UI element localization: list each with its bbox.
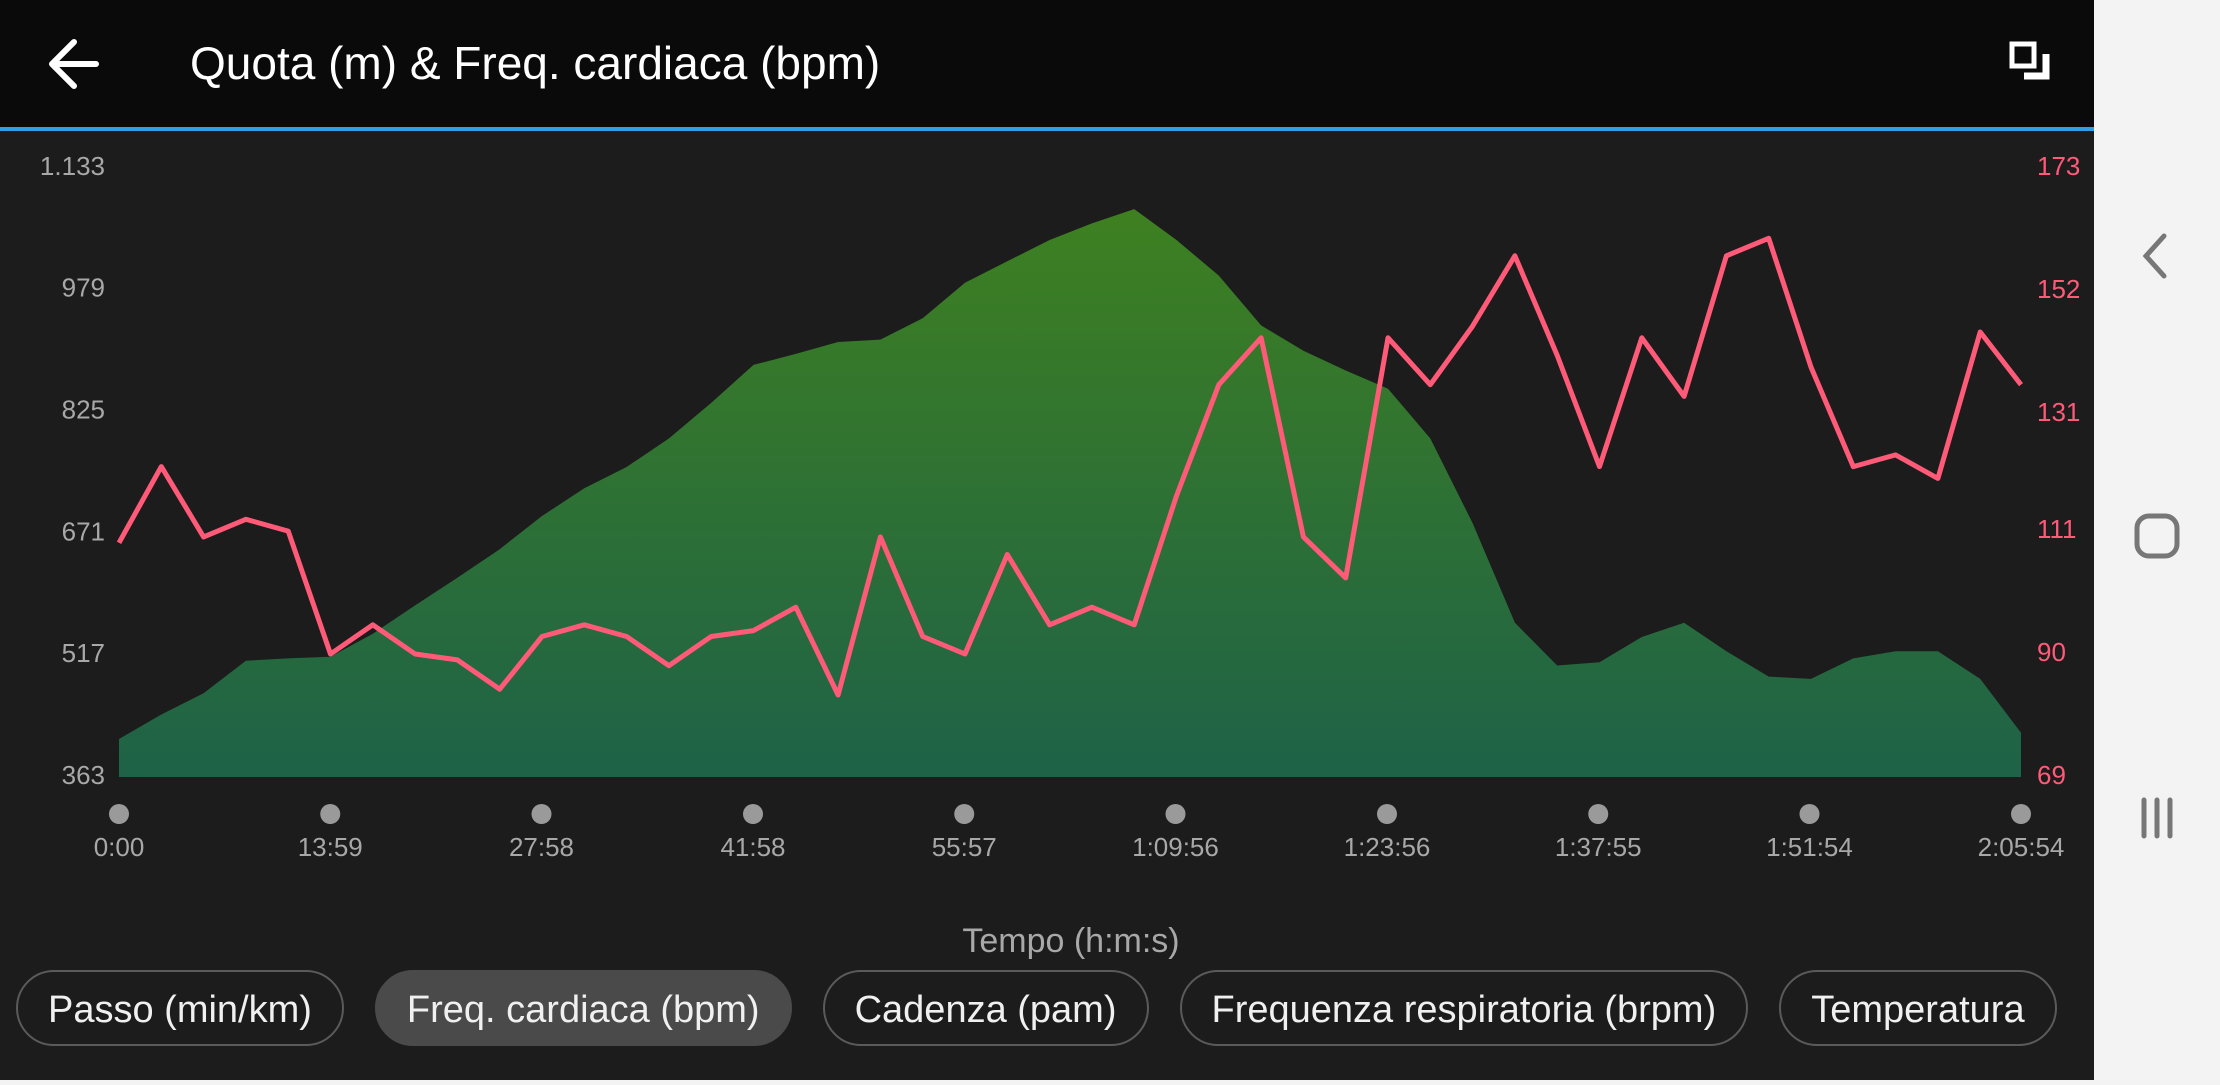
y2-tick-label: 131 bbox=[2037, 397, 2080, 427]
x-axis-title: Tempo (h:m:s) bbox=[962, 922, 1179, 960]
x-tick-dot bbox=[2011, 804, 2031, 824]
x-tick-dot bbox=[1799, 804, 1820, 824]
chip-bar: Passo (min/km) Freq. cardiaca (bpm) Cadenz… bbox=[16, 970, 2057, 1046]
nav-home[interactable] bbox=[2134, 513, 2180, 559]
x-tick-dot bbox=[109, 804, 129, 824]
y2-tick-label: 152 bbox=[2037, 274, 2080, 304]
x-tick-dot bbox=[1165, 804, 1186, 824]
x-tick-dot bbox=[743, 804, 763, 824]
x-tick-label: 1:51:54 bbox=[1766, 832, 1853, 862]
x-tick-label: 1:37:55 bbox=[1555, 832, 1642, 862]
x-tick-label: 0:00 bbox=[94, 832, 145, 862]
x-tick-label: 55:57 bbox=[932, 832, 997, 862]
nav-bar bbox=[2094, 0, 2220, 1080]
y-tick-label: 1.133 bbox=[40, 151, 105, 181]
nav-recent[interactable] bbox=[2141, 797, 2173, 839]
chip[interactable]: Passo (min/km) bbox=[16, 970, 344, 1046]
back-button[interactable] bbox=[36, 24, 116, 104]
title: Quota (m) & Freq. cardiaca (bpm) bbox=[190, 37, 881, 89]
y-tick-label: 825 bbox=[62, 394, 105, 424]
y-tick-label: 517 bbox=[62, 638, 105, 668]
x-tick-dot bbox=[531, 804, 552, 824]
header: Quota (m) & Freq. cardiaca (bpm) bbox=[0, 0, 2094, 131]
heart-rate-line bbox=[116, 235, 2023, 698]
y-tick-label: 979 bbox=[62, 273, 105, 303]
x-tick-dot bbox=[320, 804, 341, 824]
x-tick-label: 13:59 bbox=[298, 832, 363, 862]
y2-tick-label: 173 bbox=[2037, 151, 2080, 181]
fullscreen-button[interactable] bbox=[2000, 34, 2060, 94]
x-tick-dot bbox=[954, 804, 975, 824]
chart: Tempo (h:m:s) 363 517 671 825 979 1.133 69 90 11… bbox=[40, 151, 2080, 960]
x-tick-label: 27:58 bbox=[509, 832, 574, 862]
y2-tick-label: 111 bbox=[2037, 514, 2077, 544]
chip[interactable]: Cadenza (pam) bbox=[822, 970, 1149, 1046]
nav-back[interactable] bbox=[2142, 233, 2167, 279]
nav-icons bbox=[2134, 233, 2180, 839]
y2-tick-label: 90 bbox=[2037, 637, 2066, 667]
x-tick-dot bbox=[1588, 804, 1609, 824]
x-tick-label: 2:05:54 bbox=[1978, 832, 2065, 862]
y-tick-label: 363 bbox=[62, 760, 105, 790]
x-tick-label: 1:23:56 bbox=[1344, 832, 1431, 862]
elevation-area bbox=[119, 209, 2021, 778]
x-tick-dot bbox=[1377, 804, 1397, 824]
y-tick-label: 671 bbox=[62, 516, 105, 546]
x-tick-label: 41:58 bbox=[720, 832, 785, 862]
x-tick-label: 1:09:56 bbox=[1132, 832, 1219, 862]
chip[interactable]: Temperatura bbox=[1779, 970, 2057, 1046]
chip[interactable]: Freq. cardiaca (bpm) bbox=[374, 970, 792, 1046]
y2-tick-label: 69 bbox=[2037, 760, 2066, 790]
chip[interactable]: Frequenza respiratoria (brpm) bbox=[1179, 970, 1749, 1046]
app: Quota (m) & Freq. cardiaca (bpm) Tempo (… bbox=[0, 0, 2094, 1080]
